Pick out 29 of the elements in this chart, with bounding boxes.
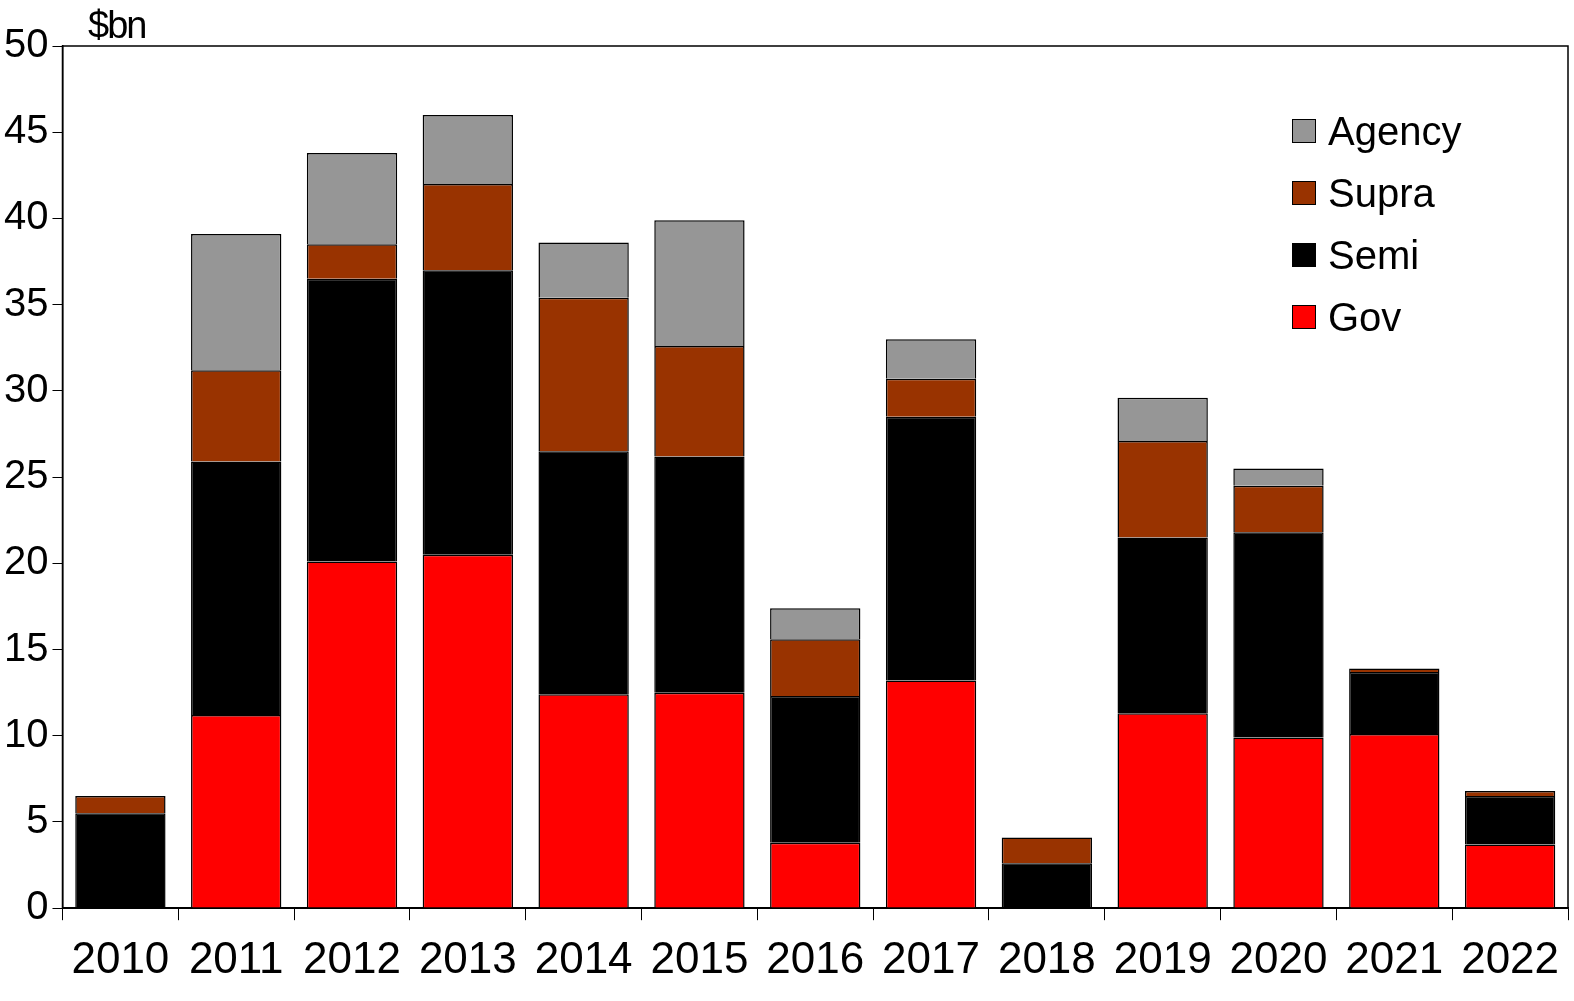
y-tick-label: 10 (3, 710, 49, 755)
y-axis-title: $bn (88, 4, 146, 47)
x-tick-label: 2021 (1345, 932, 1444, 982)
x-tick-label: 2022 (1461, 932, 1560, 982)
y-tick-label: 20 (3, 538, 49, 583)
y-tick-label: 15 (3, 624, 49, 669)
x-tick-label: 2017 (882, 932, 980, 982)
x-tick-label: 2012 (303, 932, 401, 982)
legend-label: Agency (1328, 108, 1462, 154)
x-tick-label: 2018 (997, 932, 1096, 982)
x-tick-label: 2011 (188, 932, 284, 982)
x-tick-label: 2014 (534, 932, 633, 982)
y-tick-label: 40 (3, 193, 49, 238)
y-tick-label: 50 (3, 21, 49, 66)
x-tick-label: 2016 (766, 932, 865, 982)
y-tick-label: 30 (3, 365, 49, 410)
x-tick-label: 2020 (1229, 932, 1328, 982)
y-tick-label: 5 (26, 797, 49, 842)
legend-label: Semi (1328, 232, 1420, 278)
x-tick-label: 2010 (71, 932, 170, 982)
legend-label: Supra (1328, 170, 1435, 216)
x-tick-label: 2013 (418, 932, 517, 982)
legend-label: Gov (1328, 294, 1402, 340)
y-tick-label: 0 (26, 883, 49, 928)
y-tick-label: 25 (3, 452, 49, 497)
y-tick-label: 45 (3, 107, 49, 152)
x-tick-label: 2015 (650, 932, 749, 982)
y-tick-label: 35 (3, 279, 49, 324)
x-tick-label: 2019 (1113, 932, 1212, 982)
